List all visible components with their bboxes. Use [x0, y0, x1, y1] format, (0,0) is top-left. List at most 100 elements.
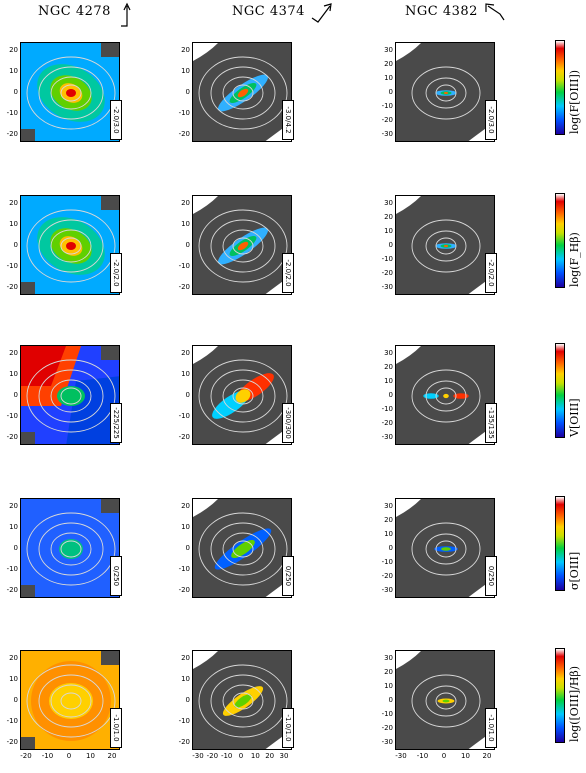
y-tick-label: 20 — [181, 654, 190, 662]
y-tick-label: -20 — [381, 419, 393, 427]
map-panel-r1-c3 — [395, 42, 495, 142]
x-tick-label: 20 — [265, 752, 275, 760]
y-tick-label: 20 — [9, 349, 18, 357]
y-tick-label: 20 — [9, 502, 18, 510]
map-panel-r3-c2 — [192, 345, 292, 445]
color-bar-label: log(F[OIII]) — [568, 69, 581, 134]
y-tick-label: 20 — [9, 199, 18, 207]
map-image — [396, 43, 494, 141]
y-tick-label: 20 — [9, 654, 18, 662]
x-tick-label: 20 — [482, 752, 492, 760]
y-tick-label: 10 — [181, 523, 190, 531]
range-label: -2.0/3.0 — [110, 100, 122, 140]
y-tick-label: -10 — [178, 565, 190, 573]
color-bar-label: σ[OIII] — [568, 551, 581, 590]
y-tick-label: 0 — [185, 544, 190, 552]
range-label: -3.0/4.2 — [282, 100, 294, 140]
y-tick-label: -10 — [6, 565, 18, 573]
y-tick-label: 0 — [185, 241, 190, 249]
range-label-text: -1.0/1.0 — [487, 714, 495, 742]
color-bar — [555, 648, 565, 743]
y-tick-label: 20 — [384, 516, 393, 524]
y-tick-label: -20 — [178, 130, 190, 138]
map-image — [193, 651, 291, 749]
y-tick-label: -20 — [381, 269, 393, 277]
x-tick-label: 10 — [86, 752, 95, 760]
y-tick-label: 30 — [384, 349, 393, 357]
y-tick-label: 0 — [13, 241, 18, 249]
range-label-text: -3.0/4.2 — [284, 106, 292, 134]
range-label: -2.0/2.0 — [110, 253, 122, 293]
column-title-ngc4278: NGC 4278 — [38, 4, 111, 19]
map-image — [193, 196, 291, 294]
map-panel-r2-c3 — [395, 195, 495, 295]
y-tick-label: -10 — [178, 262, 190, 270]
y-tick-label: 20 — [384, 668, 393, 676]
y-tick-label: 0 — [13, 544, 18, 552]
map-panel-r5-c2 — [192, 650, 292, 750]
range-label: -2.0/3.0 — [485, 100, 497, 140]
y-tick-label: 10 — [181, 370, 190, 378]
y-tick-label: 20 — [9, 46, 18, 54]
y-tick-label: -20 — [381, 724, 393, 732]
range-label-text: 0/250 — [112, 565, 120, 587]
y-tick-label: 0 — [388, 544, 393, 552]
map-panel-r5-c1 — [20, 650, 120, 750]
y-tick-label: 10 — [181, 67, 190, 75]
y-tick-label: -30 — [381, 433, 393, 441]
y-tick-label: 10 — [181, 220, 190, 228]
y-tick-label: 20 — [181, 46, 190, 54]
range-label: -300/300 — [282, 403, 294, 443]
range-label-text: -2.0/3.0 — [487, 106, 495, 134]
y-tick-label: 10 — [9, 67, 18, 75]
range-label-text: -2.0/2.0 — [112, 259, 120, 287]
color-bar — [555, 343, 565, 438]
y-tick-label: -30 — [381, 586, 393, 594]
y-tick-label: 0 — [185, 88, 190, 96]
range-label-text: -300/300 — [284, 407, 292, 439]
y-tick-label: -10 — [6, 262, 18, 270]
map-image — [396, 196, 494, 294]
y-tick-label: -10 — [381, 558, 393, 566]
y-tick-label: -20 — [6, 738, 18, 746]
x-tick-label: -10 — [220, 752, 233, 760]
map-image — [21, 43, 119, 141]
map-image — [396, 651, 494, 749]
y-tick-label: -10 — [178, 109, 190, 117]
y-tick-label: 0 — [185, 696, 190, 704]
range-label-text: -2.0/2.0 — [284, 259, 292, 287]
y-tick-label: 0 — [388, 696, 393, 704]
y-tick-label: 20 — [181, 349, 190, 357]
northwest-arrow-icon — [485, 3, 505, 21]
range-label: -2.0/2.0 — [485, 253, 497, 293]
y-tick-label: -30 — [381, 130, 393, 138]
x-tick-label: 30 — [279, 752, 289, 760]
map-panel-r2-c2 — [192, 195, 292, 295]
y-tick-label: -10 — [178, 717, 190, 725]
y-tick-label: 20 — [181, 502, 190, 510]
y-tick-label: -20 — [6, 433, 18, 441]
y-tick-label: -10 — [381, 255, 393, 263]
map-image — [193, 499, 291, 597]
y-tick-label: 30 — [384, 199, 393, 207]
range-label-text: -1.0/1.0 — [284, 714, 292, 742]
y-tick-label: 0 — [13, 391, 18, 399]
northeast-arrow-icon — [311, 3, 332, 23]
color-bar-label: log([OIII]/Hβ) — [568, 665, 581, 742]
y-tick-label: 30 — [384, 46, 393, 54]
range-label: -2.0/2.0 — [282, 253, 294, 293]
x-tick-label: -20 — [20, 752, 32, 760]
y-tick-label: 10 — [384, 377, 393, 385]
y-tick-label: 30 — [384, 502, 393, 510]
range-label: -1.0/1.0 — [485, 708, 497, 748]
y-tick-label: 0 — [13, 88, 18, 96]
range-label: -1.0/1.0 — [110, 708, 122, 748]
range-label: -1.0/1.0 — [282, 708, 294, 748]
range-label-text: 0/250 — [284, 565, 292, 587]
y-tick-label: 20 — [181, 199, 190, 207]
y-tick-label: 20 — [384, 60, 393, 68]
color-bar — [555, 193, 565, 288]
map-image — [21, 499, 119, 597]
y-tick-label: 10 — [181, 675, 190, 683]
y-tick-label: 0 — [388, 88, 393, 96]
